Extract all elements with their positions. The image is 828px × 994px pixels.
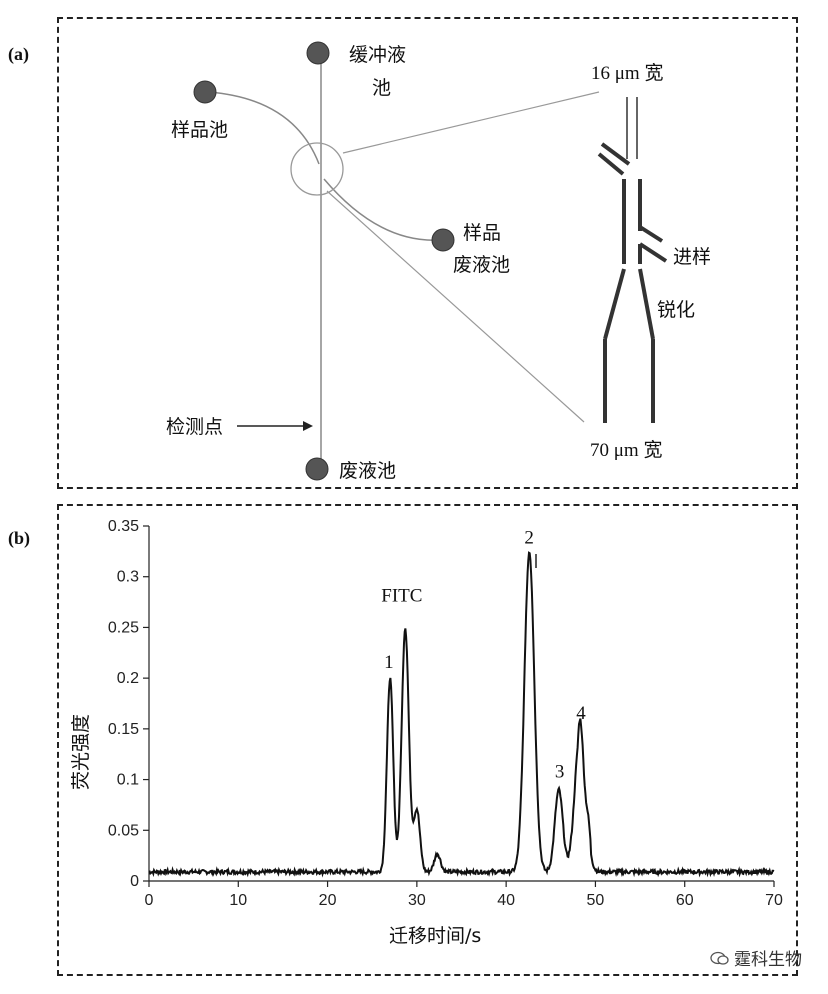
y-tick-label: 0.05 — [108, 822, 139, 839]
zoom-line-bottom — [326, 190, 585, 423]
sample-waste-reservoir-dot — [431, 228, 455, 252]
electropherogram-trace — [148, 551, 775, 878]
waste-reservoir-dot — [305, 457, 329, 481]
sample-reservoir-dot — [193, 80, 217, 104]
sample-reservoir-label: 样品池 — [171, 119, 228, 141]
y-tick-label: 0.25 — [108, 619, 139, 636]
x-tick-label: 0 — [145, 892, 154, 909]
panel-b-electropherogram: 0 10 20 30 40 50 60 70 0 0.05 0.1 0.15 0.2 0.25 0.3 0.3… — [57, 504, 798, 976]
x-axis-label: 迁移时间/s — [389, 925, 481, 947]
chart-axes — [148, 526, 774, 882]
y-axis-label: 荧光强度 — [70, 714, 92, 790]
panel-a-label: (a) — [8, 44, 29, 64]
y-tick-label: 0.35 — [108, 518, 139, 535]
x-tick-label: 20 — [319, 892, 337, 909]
peak-label: FITC — [381, 585, 422, 606]
y-tick-label: 0.2 — [117, 670, 139, 687]
y-tick-label: 0.1 — [117, 772, 139, 789]
zoom-circle — [290, 142, 344, 196]
electropherogram-chart: 0 10 20 30 40 50 60 70 0 0.05 0.1 0.15 0.2 0.25 0.3 0.3… — [70, 518, 783, 947]
width-bottom-label: 70 μm 宽 — [590, 439, 662, 461]
x-tick-label: 10 — [229, 892, 247, 909]
x-tick-label: 40 — [497, 892, 515, 909]
sample-waste-label: 样品 — [463, 222, 501, 244]
detection-point-label: 检测点 — [166, 416, 223, 438]
x-tick-label: 60 — [676, 892, 694, 909]
x-tick-label: 70 — [765, 892, 783, 909]
y-tick-label: 0 — [130, 873, 139, 890]
x-tick-label: 50 — [587, 892, 605, 909]
detection-arrowhead — [303, 421, 313, 431]
peak-label: 3 — [555, 762, 565, 783]
watermark-text: 霆科生物 — [734, 950, 802, 970]
waste-reservoir-label: 废液池 — [339, 460, 396, 482]
peak-label: 1 — [384, 652, 394, 673]
watermark: 霆科生物 — [710, 945, 802, 970]
chart-ticks: 0 10 20 30 40 50 60 70 0 0.05 0.1 0.15 0.2 0.25 0.3 0.3… — [108, 518, 783, 909]
buffer-reservoir-dot — [306, 41, 330, 65]
panel-b-label: (b) — [8, 528, 30, 548]
sample-channel — [208, 91, 320, 165]
sample-waste-channel — [323, 178, 442, 241]
peak-label: 4 — [576, 703, 586, 724]
sample-waste-label-2: 废液池 — [453, 254, 510, 276]
microchip-schematic: 缓冲液 池 样品池 样品 废液池 废液池 检测点 16 μm 宽 70 μm 宽… — [166, 41, 711, 482]
buffer-reservoir-label: 缓冲液 — [349, 44, 406, 66]
width-top-label: 16 μm 宽 — [591, 62, 663, 84]
channel-detail — [597, 97, 668, 423]
buffer-reservoir-label-2: 池 — [372, 77, 391, 99]
injection-label: 进样 — [673, 246, 711, 268]
peak-labels: 1 FITC 2 3 4 — [381, 527, 586, 782]
panel-a-microchip-diagram: 缓冲液 池 样品池 样品 废液池 废液池 检测点 16 μm 宽 70 μm 宽… — [57, 17, 798, 489]
y-tick-label: 0.3 — [117, 569, 139, 586]
peak-label: 2 — [524, 527, 534, 548]
x-tick-label: 30 — [408, 892, 426, 909]
sharpening-label: 锐化 — [657, 299, 695, 321]
y-tick-label: 0.15 — [108, 721, 139, 738]
chat-bubble-icon — [710, 951, 729, 965]
zoom-line-top — [342, 91, 600, 154]
